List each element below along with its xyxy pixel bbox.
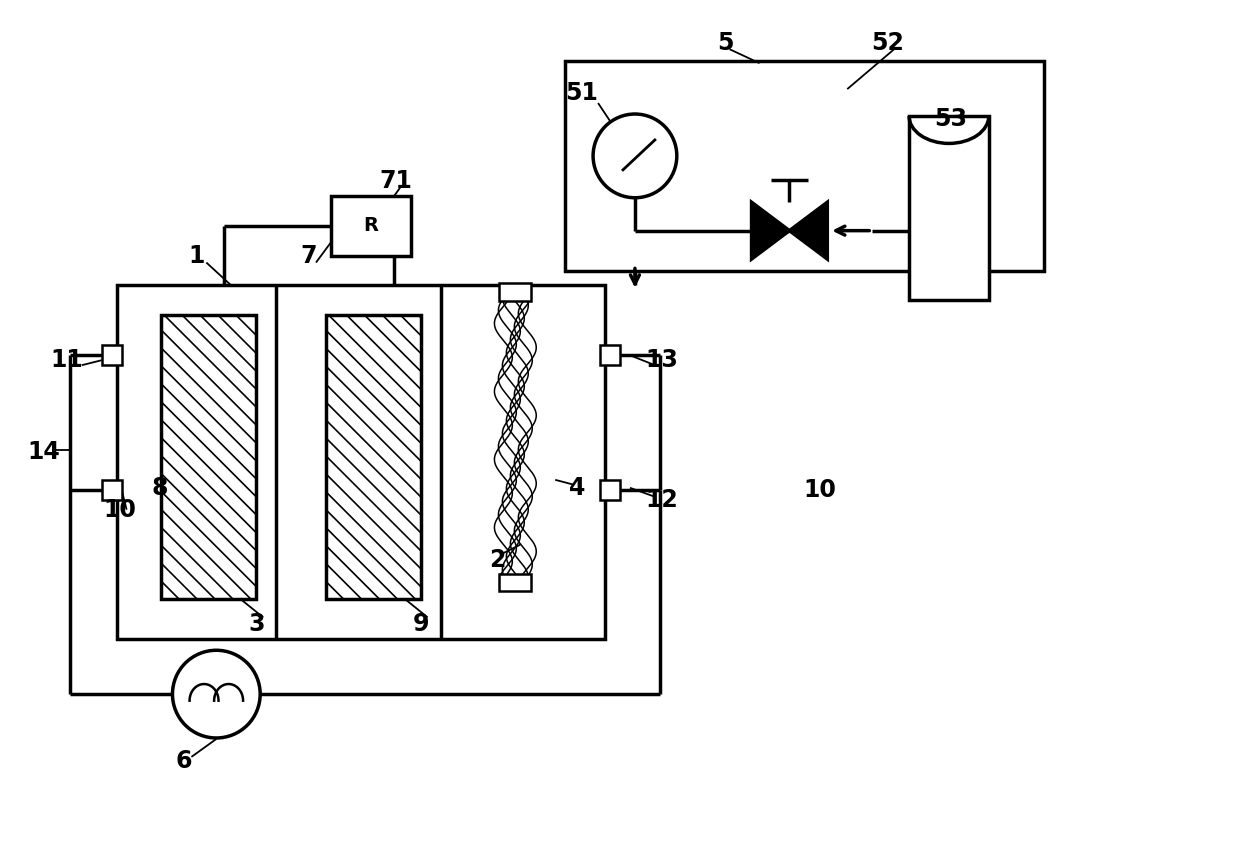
Text: 1: 1: [188, 244, 205, 268]
Text: 6: 6: [175, 749, 192, 773]
Text: 9: 9: [413, 613, 429, 636]
Text: 10: 10: [103, 498, 136, 521]
Text: 5: 5: [718, 32, 734, 55]
Text: 10: 10: [804, 478, 836, 502]
Bar: [102, 480, 122, 500]
Bar: [500, 284, 531, 302]
Polygon shape: [751, 202, 790, 259]
Text: 51: 51: [565, 81, 599, 105]
Text: 14: 14: [27, 440, 61, 464]
Text: 52: 52: [870, 32, 904, 55]
Text: 2: 2: [490, 548, 506, 572]
Bar: [102, 345, 122, 366]
Bar: [909, 116, 988, 301]
Polygon shape: [790, 202, 827, 259]
Bar: [161, 315, 257, 600]
Text: 8: 8: [151, 475, 167, 500]
Bar: [326, 315, 420, 600]
Text: 12: 12: [646, 487, 678, 512]
Circle shape: [593, 114, 677, 198]
Text: R: R: [363, 216, 378, 235]
Bar: [331, 196, 410, 256]
Bar: [565, 61, 1044, 270]
Bar: [500, 573, 531, 591]
Bar: [600, 345, 620, 366]
Text: 11: 11: [51, 348, 83, 372]
Text: 7: 7: [301, 244, 317, 268]
Text: 13: 13: [646, 348, 678, 372]
Text: 71: 71: [379, 169, 412, 193]
Text: 3: 3: [248, 613, 264, 636]
Bar: [600, 480, 620, 500]
Bar: [117, 285, 605, 639]
Text: 4: 4: [569, 475, 585, 500]
Text: 53: 53: [935, 107, 967, 131]
Circle shape: [172, 650, 260, 738]
